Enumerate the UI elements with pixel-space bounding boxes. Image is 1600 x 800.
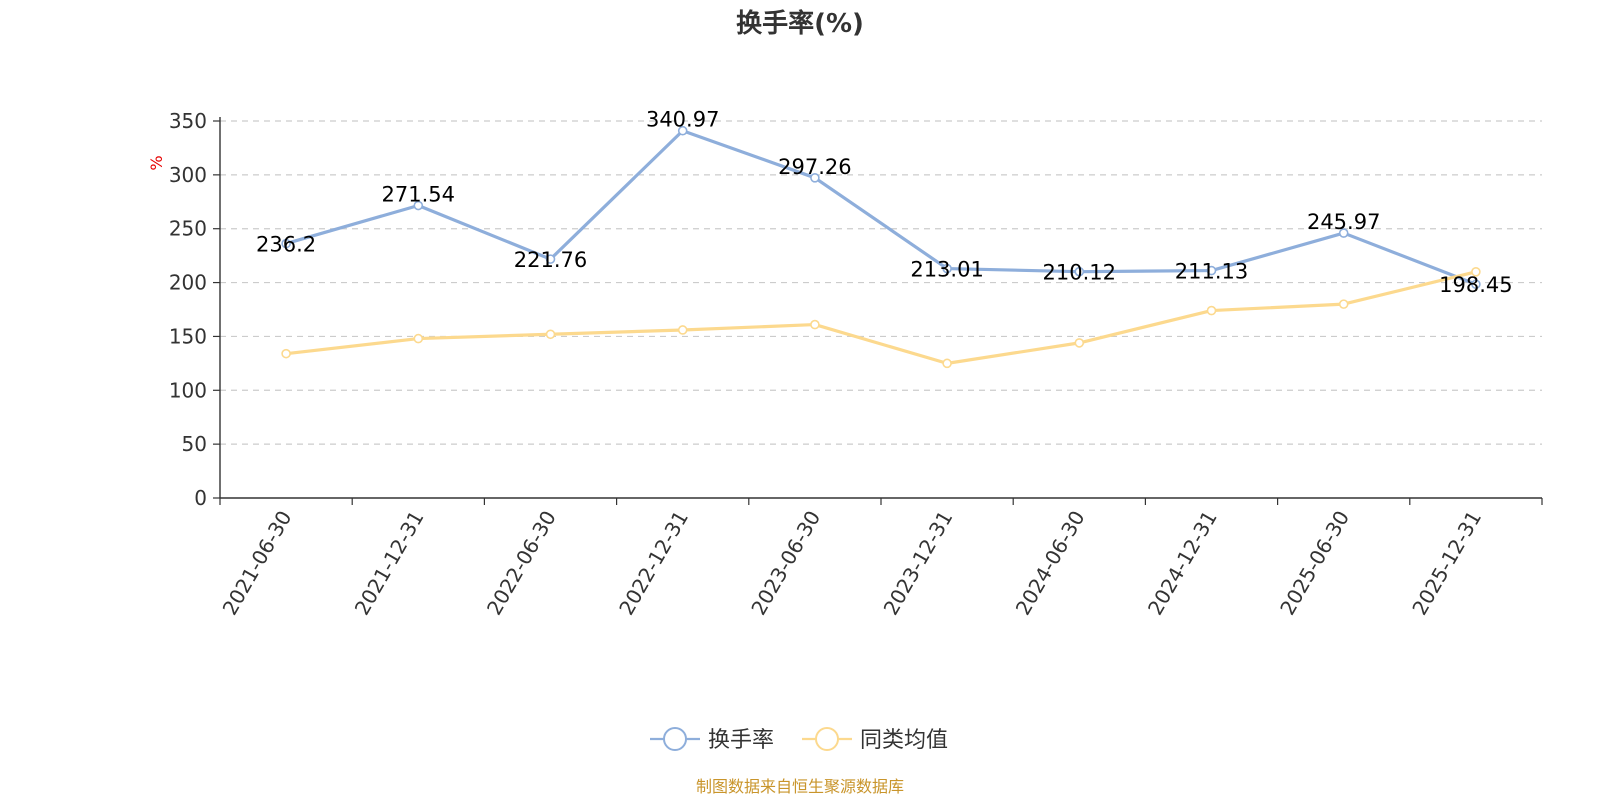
data-point: [1471, 279, 1481, 290]
data-point: [677, 125, 688, 136]
data-point: [1471, 266, 1481, 277]
x-tick-label: 2021-12-31: [350, 507, 429, 620]
data-label: 221.76: [514, 248, 587, 272]
legend-marker: [663, 727, 687, 751]
data-point: [810, 173, 820, 183]
data-label: 236.2: [256, 233, 316, 257]
data-point: [1338, 228, 1349, 238]
x-tick-label: 2023-12-31: [879, 507, 958, 620]
y-tick-label: 250: [169, 217, 207, 241]
y-axis-unit-label: %: [147, 155, 166, 170]
data-label: 340.97: [646, 108, 719, 132]
y-tick-label: 50: [182, 432, 207, 456]
legend-marker: [815, 727, 839, 751]
series-line-turnover: [285, 129, 1477, 286]
legend-label: 同类均值: [860, 728, 948, 753]
x-tick-label: 2022-06-30: [482, 507, 561, 620]
data-point: [677, 325, 688, 335]
y-tick-label: 0: [194, 486, 207, 510]
x-tick-label: 2024-06-30: [1011, 507, 1090, 620]
series-line-peer-average: [285, 270, 1477, 365]
data-label: 198.45: [1439, 273, 1512, 297]
data-label: 297.26: [778, 155, 851, 179]
series-layer: [281, 125, 1481, 369]
data-label: 271.54: [382, 183, 455, 207]
data-point: [810, 319, 820, 330]
data-point: [413, 333, 424, 344]
x-tick-label: 2025-12-31: [1407, 507, 1486, 620]
y-tick-label: 100: [169, 378, 207, 402]
data-point: [942, 263, 952, 274]
data-point: [1206, 305, 1217, 316]
data-label: 245.97: [1307, 210, 1380, 234]
legend[interactable]: 换手率 同类均值: [650, 727, 948, 753]
data-point: [281, 348, 291, 359]
data-labels: 236.2 271.54 221.76 340.97 297.26 213.01 210.1…: [256, 108, 1513, 298]
y-tick-label: 150: [169, 324, 207, 348]
data-point: [545, 329, 556, 340]
data-label: 213.01: [910, 258, 983, 282]
y-axis-ticks: 0 50 100 150 200 250 300 350: [169, 109, 220, 510]
data-point: [942, 358, 952, 369]
legend-item-turnover[interactable]: 换手率: [650, 727, 774, 753]
y-tick-label: 300: [169, 163, 207, 187]
x-axis-ticks: 2021-06-30 2021-12-31 2022-06-30 2022-12-31…: [218, 498, 1543, 620]
x-tick-label: 2023-06-30: [746, 507, 825, 620]
source-note: 制图数据来自恒生聚源数据库: [696, 777, 904, 796]
x-tick-label: 2024-12-31: [1143, 507, 1222, 620]
data-point: [1338, 299, 1349, 309]
x-tick-label: 2022-12-31: [614, 507, 693, 620]
legend-item-peer-average[interactable]: 同类均值: [802, 727, 948, 753]
data-label: 210.12: [1043, 261, 1116, 285]
data-point: [1206, 265, 1217, 276]
legend-label: 换手率: [708, 728, 774, 753]
x-tick-label: 2021-06-30: [218, 507, 297, 620]
data-point: [1074, 266, 1085, 277]
data-point: [1074, 338, 1085, 348]
data-point: [281, 238, 291, 249]
data-label: 211.13: [1175, 260, 1248, 284]
chart-title: 换手率(%): [736, 8, 864, 39]
data-point: [545, 254, 556, 264]
y-tick-label: 350: [169, 109, 207, 133]
data-point: [413, 200, 424, 211]
y-tick-label: 200: [169, 271, 207, 295]
grid-lines: [220, 120, 1542, 445]
x-tick-label: 2025-06-30: [1275, 507, 1354, 620]
